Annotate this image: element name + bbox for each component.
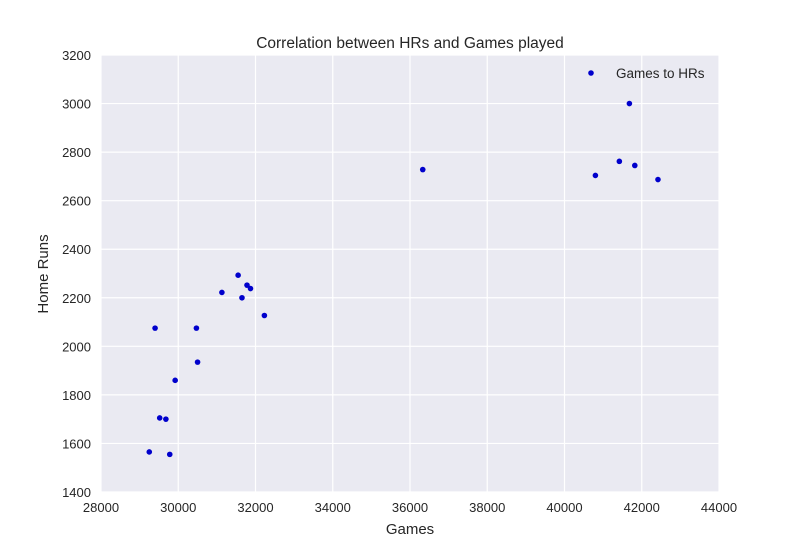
x-tick-label: 32000 (237, 500, 273, 515)
y-tick-label: 2800 (62, 145, 91, 160)
x-tick-label: 42000 (624, 500, 660, 515)
y-tick-label: 3200 (62, 48, 91, 63)
legend-label: Games to HRs (616, 66, 705, 81)
data-point (631, 162, 638, 169)
data-point (194, 359, 201, 365)
data-point (156, 415, 163, 421)
data-point (193, 325, 200, 331)
x-tick-label: 36000 (392, 500, 428, 515)
data-point (655, 176, 661, 183)
data-point (239, 294, 245, 301)
x-tick-label: 30000 (160, 500, 196, 515)
x-tick-label: 40000 (546, 500, 582, 515)
x-tick-labels: 28000 30000 32000 34000 36000 38000 40000 42000… (83, 500, 737, 515)
data-point (616, 158, 623, 165)
x-tick-label: 38000 (469, 500, 505, 515)
y-tick-label: 1800 (62, 388, 91, 403)
data-point (261, 312, 268, 319)
data-point (172, 377, 178, 384)
x-tick-label: 28000 (83, 500, 119, 515)
grid-lines (100, 54, 720, 493)
data-point (244, 282, 250, 288)
y-tick-label: 1400 (62, 485, 91, 500)
data-points (146, 100, 661, 458)
data-point (235, 272, 241, 278)
y-tick-label: 2000 (62, 339, 91, 354)
y-tick-label: 3000 (62, 97, 91, 112)
data-point (419, 166, 426, 173)
y-tick-label: 1600 (62, 436, 91, 451)
y-tick-labels: 1400 1600 1800 2000 2200 2400 2600 2800 3000 3200 (62, 48, 91, 500)
y-tick-label: 2600 (62, 194, 91, 209)
data-point (163, 416, 169, 422)
x-tick-label: 34000 (315, 500, 351, 515)
data-point (247, 285, 254, 292)
chart-title: Correlation between HRs and Games played (256, 35, 564, 52)
data-point (146, 449, 153, 455)
legend-marker (588, 70, 594, 76)
y-axis-title: Home Runs (35, 234, 52, 313)
data-point (166, 451, 173, 458)
x-axis-title: Games (386, 521, 434, 538)
x-tick-label: 44000 (701, 500, 737, 515)
data-point (592, 172, 599, 179)
legend: Games to HRs (588, 66, 705, 81)
data-point (219, 289, 225, 296)
data-point (152, 325, 158, 331)
data-point (626, 100, 633, 107)
y-tick-label: 2200 (62, 291, 91, 306)
y-tick-label: 2400 (62, 242, 91, 257)
